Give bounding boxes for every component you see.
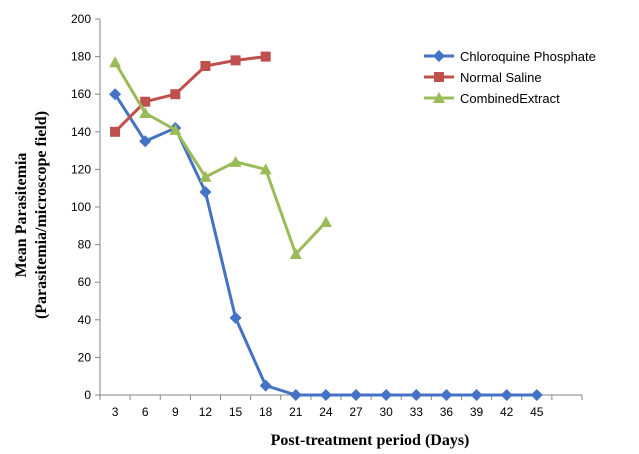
x-tick-label: 30 — [380, 405, 394, 419]
data-point — [139, 107, 152, 118]
data-point — [350, 389, 363, 401]
data-point — [470, 389, 483, 401]
x-tick-label: 33 — [410, 405, 424, 419]
x-tick-label: 9 — [172, 405, 179, 419]
data-point — [440, 389, 453, 401]
legend-marker — [433, 50, 445, 62]
x-tick-label: 18 — [259, 405, 273, 419]
y-tick-label: 180 — [71, 50, 91, 64]
x-tick-label: 45 — [530, 405, 544, 419]
x-tick-label: 27 — [349, 405, 363, 419]
x-tick-label: 36 — [440, 405, 454, 419]
data-point — [229, 311, 242, 324]
data-point — [199, 185, 212, 198]
series-1 — [109, 88, 543, 401]
series-3 — [109, 56, 332, 259]
data-point — [380, 389, 393, 401]
y-tick-label: 140 — [71, 125, 91, 139]
data-point — [230, 55, 241, 66]
y-tick-label: 200 — [71, 12, 91, 26]
data-point — [140, 96, 151, 107]
y-tick-label: 160 — [71, 87, 91, 101]
legend-item: CombinedExtract — [424, 91, 560, 106]
y-tick-label: 40 — [78, 313, 92, 327]
y-tick-label: 0 — [84, 388, 91, 402]
series-layer — [109, 51, 543, 401]
data-point — [260, 51, 271, 62]
data-point — [109, 56, 122, 68]
series-line — [113, 61, 328, 256]
data-point — [199, 170, 212, 182]
legend-label: Chloroquine Phosphate — [460, 49, 596, 64]
y-axis-title-line2: (Parasitemia/microscope field) — [33, 111, 50, 319]
y-tick-label: 100 — [71, 200, 91, 214]
y-tick-label: 80 — [78, 238, 92, 252]
x-tick-label: 15 — [229, 405, 243, 419]
y-tick-label: 60 — [78, 275, 92, 289]
x-tick-label: 21 — [289, 405, 303, 419]
legend-label: Normal Saline — [460, 70, 542, 85]
x-tick-label: 3 — [112, 405, 119, 419]
data-point — [410, 389, 423, 401]
x-tick-label: 6 — [142, 405, 149, 419]
data-point — [530, 389, 543, 401]
data-point — [200, 61, 211, 71]
y-axis-title-line1: Mean Parasitemia — [13, 153, 30, 278]
data-point — [319, 216, 332, 228]
legend-label: CombinedExtract — [460, 91, 560, 106]
data-point — [139, 135, 152, 148]
x-tick-label: 39 — [470, 405, 484, 419]
y-tick-label: 120 — [71, 162, 91, 176]
data-point — [110, 126, 121, 137]
data-point — [229, 155, 242, 167]
data-point — [170, 89, 181, 100]
x-tick-label: 12 — [199, 405, 213, 419]
legend-item: Chloroquine Phosphate — [424, 49, 596, 64]
series-line — [114, 55, 266, 133]
data-point — [169, 123, 182, 135]
series-line — [113, 93, 537, 397]
data-point — [259, 379, 272, 392]
x-tick-label: 42 — [500, 405, 514, 419]
data-point — [500, 389, 513, 401]
x-axis-title: Post-treatment period (Days) — [271, 432, 470, 449]
legend-marker — [434, 72, 444, 82]
legend-marker — [433, 92, 445, 103]
data-point — [319, 389, 332, 401]
legend: Chloroquine Phosphate Normal Saline Combin… — [424, 49, 596, 106]
legend-item: Normal Saline — [424, 70, 542, 85]
data-point — [289, 389, 302, 401]
data-point — [259, 163, 272, 175]
data-point — [109, 88, 122, 101]
x-tick-label: 24 — [319, 405, 333, 419]
data-point — [289, 248, 302, 259]
y-tick-label: 20 — [78, 350, 92, 364]
